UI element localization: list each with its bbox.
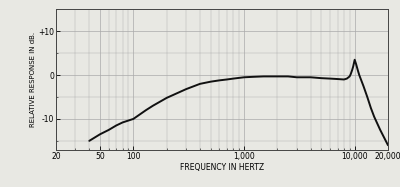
Y-axis label: RELATIVE RESPONSE IN dB.: RELATIVE RESPONSE IN dB. <box>30 32 36 127</box>
X-axis label: FREQUENCY IN HERTZ: FREQUENCY IN HERTZ <box>180 163 264 172</box>
